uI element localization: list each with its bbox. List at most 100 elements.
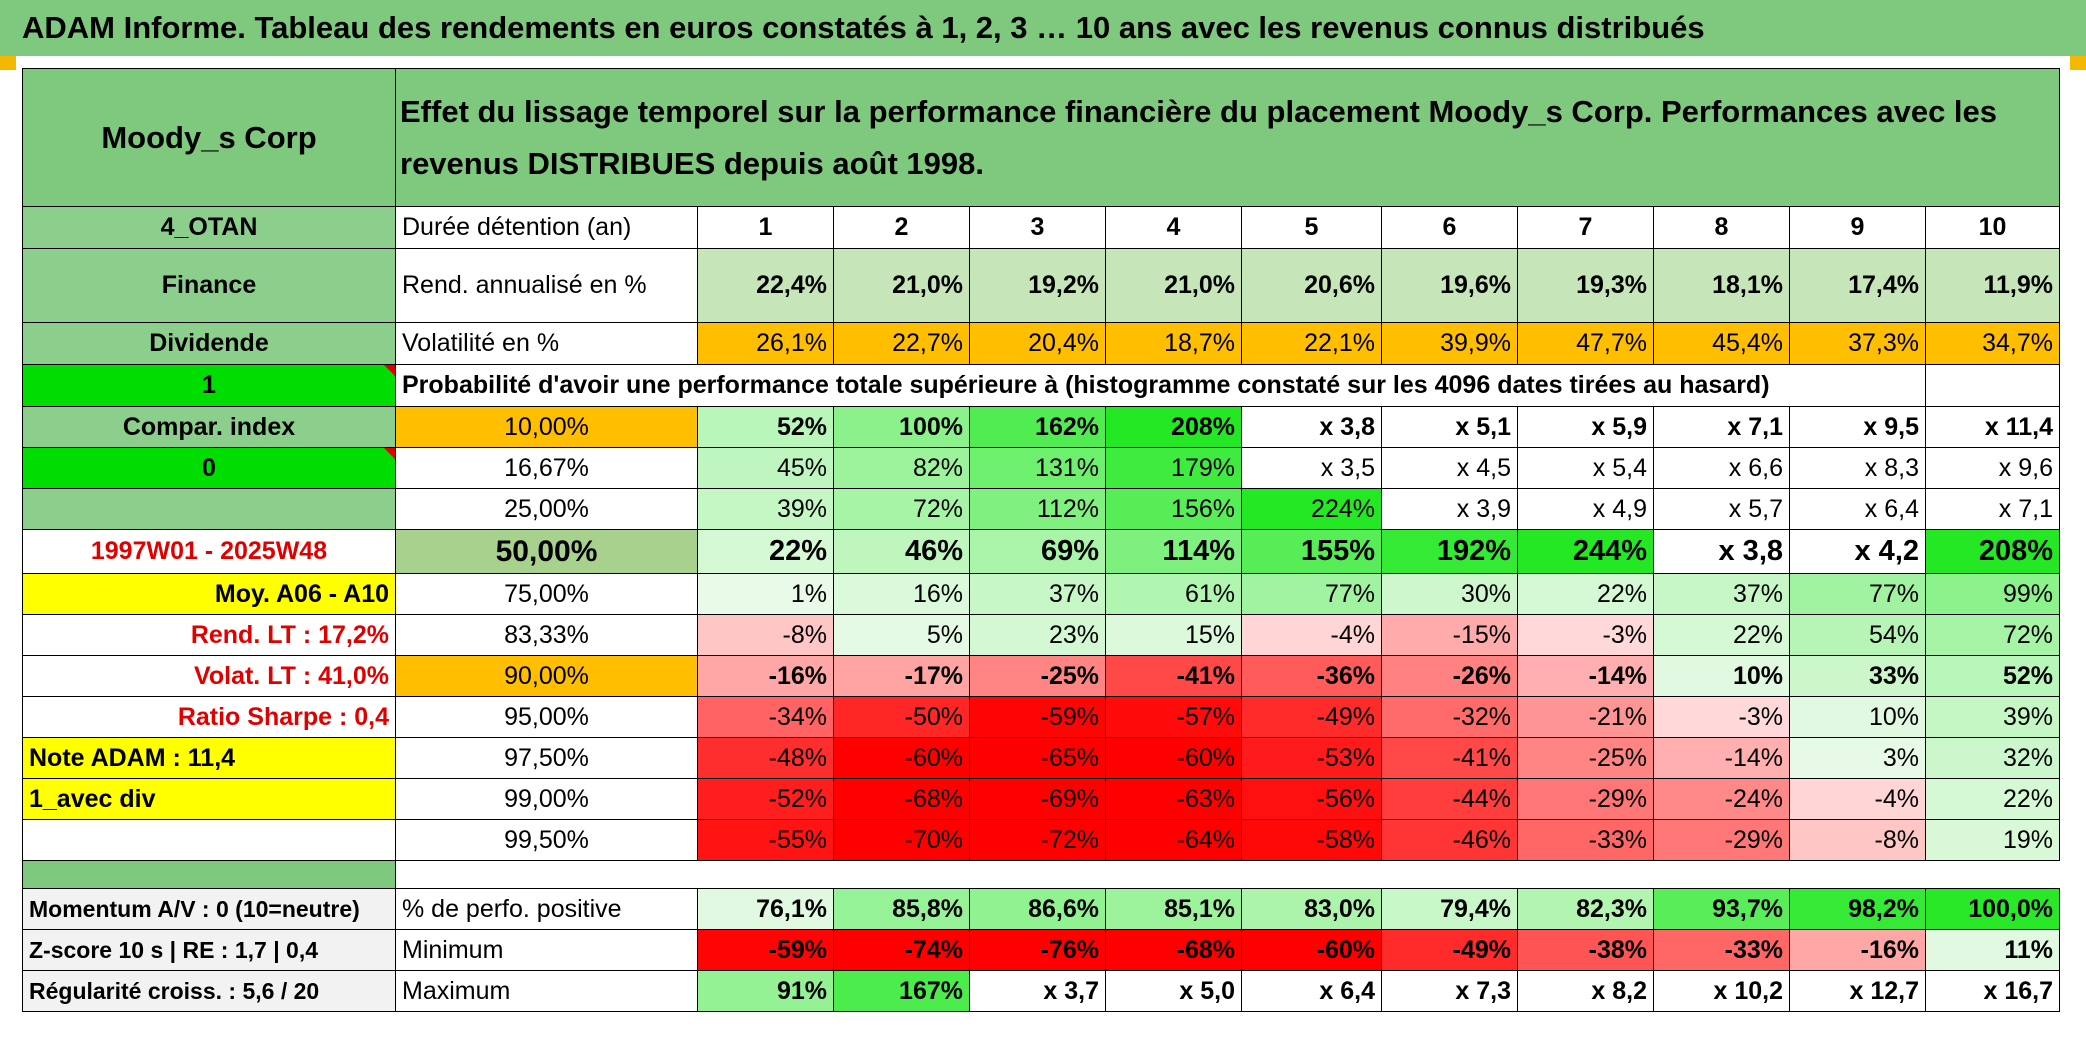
year-header: 1 [697, 206, 834, 249]
stat-value: -38% [1517, 929, 1654, 971]
quantile-value: x 8,3 [1789, 447, 1926, 489]
flag-zero: 0 [22, 447, 396, 489]
code-label: 4_OTAN [22, 206, 396, 249]
quantile-label: 99,50% [395, 819, 698, 861]
quantile-value: 5% [833, 614, 970, 656]
quantile-value: -8% [697, 614, 834, 656]
quantile-label: 83,33% [395, 614, 698, 656]
vol-value: 22,1% [1241, 322, 1382, 365]
vol-value: 39,9% [1381, 322, 1518, 365]
stat-value: 93,7% [1653, 888, 1790, 930]
year-header: 3 [969, 206, 1106, 249]
blank-cell [1789, 364, 1926, 407]
stat-value: 79,4% [1381, 888, 1518, 930]
quantile-value: x 6,6 [1653, 447, 1790, 489]
year-header: 10 [1925, 206, 2060, 249]
quantile-value: 22% [1925, 778, 2060, 820]
prob-title: Probabilité d'avoir une performance tota… [395, 364, 1790, 407]
rend-value: 22,4% [697, 248, 834, 323]
quantile-value: -14% [1653, 737, 1790, 779]
spacer-cell [395, 860, 2060, 889]
year-header: 5 [1241, 206, 1382, 249]
stat-value: 167% [833, 970, 970, 1012]
quantile-value: 22% [1653, 614, 1790, 656]
quantile-label: 50,00% [395, 529, 698, 574]
quantile-value: 37% [969, 573, 1106, 615]
quantile-value: -57% [1105, 696, 1242, 738]
quantile-value: -55% [697, 819, 834, 861]
quantile-label: 99,00% [395, 778, 698, 820]
quantile-value: -34% [697, 696, 834, 738]
stat-row-label: % de perfo. positive [395, 888, 698, 930]
quantile-value: -44% [1381, 778, 1518, 820]
quantile-value: -4% [1789, 778, 1926, 820]
quantile-value: -21% [1517, 696, 1654, 738]
quantile-value: 224% [1241, 488, 1382, 530]
quantile-value: -25% [969, 655, 1106, 697]
quantile-value: -65% [969, 737, 1106, 779]
stat-value: -49% [1381, 929, 1518, 971]
quantile-value: 99% [1925, 573, 2060, 615]
quantile-value: x 3,5 [1241, 447, 1382, 489]
stat-label: Régularité croiss. : 5,6 / 20 [22, 970, 396, 1012]
vol-value: 22,7% [833, 322, 970, 365]
quantile-value: 32% [1925, 737, 2060, 779]
vol-value: 26,1% [697, 322, 834, 365]
quantile-value: -60% [1105, 737, 1242, 779]
type-label: Dividende [22, 322, 396, 365]
quantile-value: -69% [969, 778, 1106, 820]
quantile-value: 33% [1789, 655, 1926, 697]
quantile-value: 10% [1653, 655, 1790, 697]
sector-label: Finance [22, 248, 396, 323]
duration-label: Durée détention (an) [395, 206, 698, 249]
quantile-label: 75,00% [395, 573, 698, 615]
year-header: 9 [1789, 206, 1926, 249]
rend-value: 19,3% [1517, 248, 1654, 323]
rend-value: 17,4% [1789, 248, 1926, 323]
quantile-value: x 5,7 [1653, 488, 1790, 530]
stat-value: x 3,7 [969, 970, 1106, 1012]
quantile-value: 82% [833, 447, 970, 489]
quantile-value: -36% [1241, 655, 1382, 697]
quantile-value: 208% [1925, 529, 2060, 574]
blank-label [22, 819, 396, 861]
quantile-value: -64% [1105, 819, 1242, 861]
quantile-value: 52% [697, 406, 834, 448]
quantile-value: 72% [1925, 614, 2060, 656]
volat-lt-label: Volat. LT : 41,0% [22, 655, 396, 697]
blank-cell [1925, 364, 2060, 407]
quantile-value: -26% [1381, 655, 1518, 697]
quantile-value: -25% [1517, 737, 1654, 779]
quantile-value: -63% [1105, 778, 1242, 820]
quantile-value: 131% [969, 447, 1106, 489]
blank-label [22, 488, 396, 530]
quantile-value: -14% [1517, 655, 1654, 697]
quantile-value: x 7,1 [1653, 406, 1790, 448]
stat-value: -68% [1105, 929, 1242, 971]
quantile-value: 39% [1925, 696, 2060, 738]
quantile-value: -49% [1241, 696, 1382, 738]
quantile-value: 10% [1789, 696, 1926, 738]
report-title: ADAM Informe. Tableau des rendements en … [0, 0, 2086, 56]
quantile-label: 97,50% [395, 737, 698, 779]
quantile-value: 61% [1105, 573, 1242, 615]
quantile-value: x 7,1 [1925, 488, 2060, 530]
rend-value: 19,6% [1381, 248, 1518, 323]
stat-value: -74% [833, 929, 970, 971]
quantile-value: 69% [969, 529, 1106, 574]
quantile-value: x 3,8 [1653, 529, 1790, 574]
spacer-cell [22, 860, 396, 889]
stat-value: x 12,7 [1789, 970, 1926, 1012]
vol-value: 18,7% [1105, 322, 1242, 365]
stat-value: -60% [1241, 929, 1382, 971]
quantile-value: -72% [969, 819, 1106, 861]
stat-value: 76,1% [697, 888, 834, 930]
quantile-value: -70% [833, 819, 970, 861]
quantile-value: x 5,9 [1517, 406, 1654, 448]
corner-marker-right [2070, 56, 2086, 70]
quantile-label: 90,00% [395, 655, 698, 697]
stat-value: -59% [697, 929, 834, 971]
quantile-label: 16,67% [395, 447, 698, 489]
quantile-value: 208% [1105, 406, 1242, 448]
quantile-value: 179% [1105, 447, 1242, 489]
